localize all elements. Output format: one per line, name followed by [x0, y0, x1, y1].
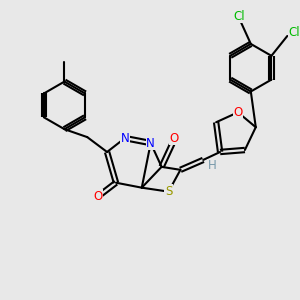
Text: Cl: Cl: [233, 10, 245, 23]
Text: Cl: Cl: [288, 26, 300, 38]
Text: O: O: [94, 190, 103, 203]
Text: H: H: [208, 159, 217, 172]
Text: N: N: [146, 136, 155, 150]
Text: N: N: [121, 132, 129, 145]
Text: O: O: [170, 132, 179, 145]
Text: S: S: [165, 185, 172, 198]
Text: O: O: [233, 106, 243, 119]
